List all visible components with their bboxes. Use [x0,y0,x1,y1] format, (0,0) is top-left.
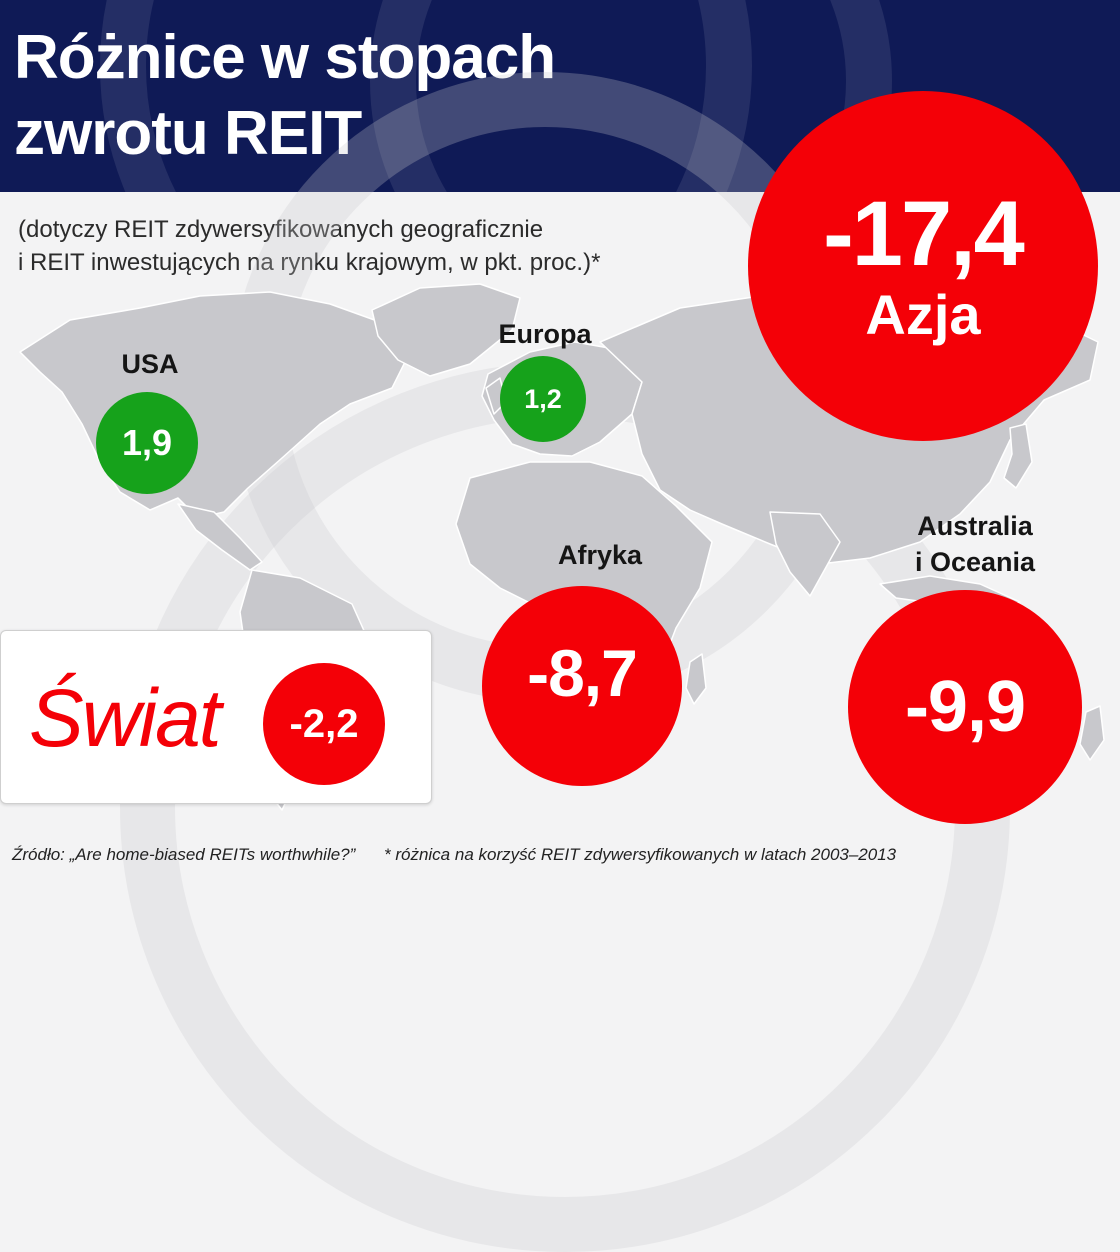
page-title: Różnice w stopach zwrotu REIT [14,20,556,172]
australia-value-circle: -9,9 [848,590,1082,824]
azja-value: -17,4 [823,183,1025,285]
india-shape [769,511,841,597]
afryka-value-circle: -8,7 [482,586,682,786]
world-value: -2,2 [289,701,359,746]
title-line-1: Różnice w stopach [14,23,556,92]
europa-label: Europa [498,319,592,349]
australia-label-line-2: i Oceania [914,547,1036,577]
world-label: Świat [29,673,222,764]
usa-label: USA [121,349,179,379]
europa-value-circle: 1,2 [500,356,586,442]
world-value-circle: -2,2 [263,663,385,785]
japan-shape [1003,423,1033,489]
afryka-value: -8,7 [527,636,638,710]
world-summary-box: Świat -2,2 [0,630,432,804]
title-line-2: zwrotu REIT [14,99,362,168]
australia-label-line-1: Australia [917,511,1033,541]
madagascar-shape [685,653,707,705]
central-america-shape [177,503,263,571]
azja-value-circle: -17,4 Azja [748,91,1098,441]
europa-value: 1,2 [524,383,562,414]
afryka-label: Afryka [557,540,643,570]
greenland-shape [371,283,521,377]
source-note: Źródło: „Are home-biased REITs worthwhil… [12,845,356,864]
australia-label: Australia i Oceania [870,508,1080,580]
australia-value: -9,9 [904,667,1026,747]
usa-value-circle: 1,9 [96,392,198,494]
usa-value: 1,9 [121,422,173,463]
azja-label: Azja [865,283,981,346]
north-america-shape [19,291,411,519]
new-zealand-shape [1079,705,1105,761]
footnote: * różnica na korzyść REIT zdywersyfikowa… [384,845,897,864]
